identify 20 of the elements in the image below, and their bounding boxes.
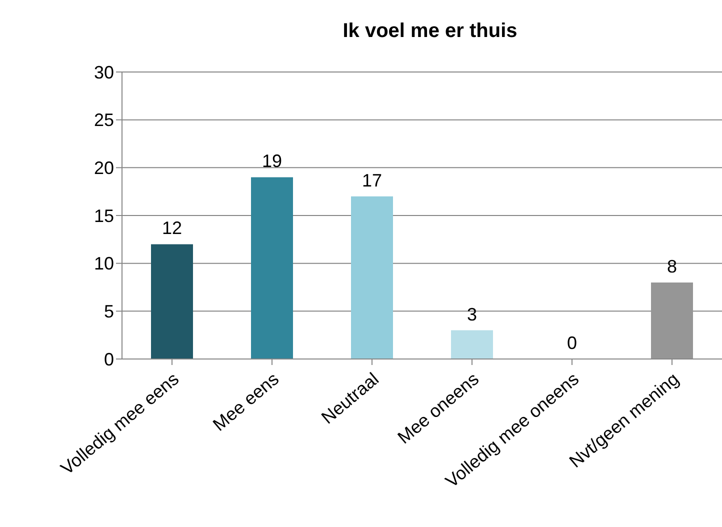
bar — [351, 196, 393, 359]
y-tick-label: 5 — [104, 302, 114, 322]
bar — [651, 282, 693, 359]
y-tick-label: 10 — [94, 254, 114, 274]
data-label: 12 — [162, 218, 182, 238]
y-tick-label: 0 — [104, 349, 114, 370]
y-tick-label: 30 — [94, 62, 114, 82]
data-label: 19 — [262, 151, 282, 172]
x-tick-label: Mee eens — [209, 368, 283, 435]
bar — [451, 330, 493, 359]
y-tick-label: 15 — [94, 206, 114, 226]
bar — [151, 244, 193, 359]
chart-title: Ik voel me er thuis — [342, 20, 518, 43]
bar — [251, 177, 293, 359]
data-label: 0 — [566, 333, 578, 353]
data-label: 3 — [466, 304, 478, 324]
data-label: 17 — [362, 170, 382, 190]
y-tick-label: 25 — [94, 110, 114, 130]
data-label: 8 — [666, 256, 678, 276]
y-tick-label: 20 — [94, 158, 114, 178]
